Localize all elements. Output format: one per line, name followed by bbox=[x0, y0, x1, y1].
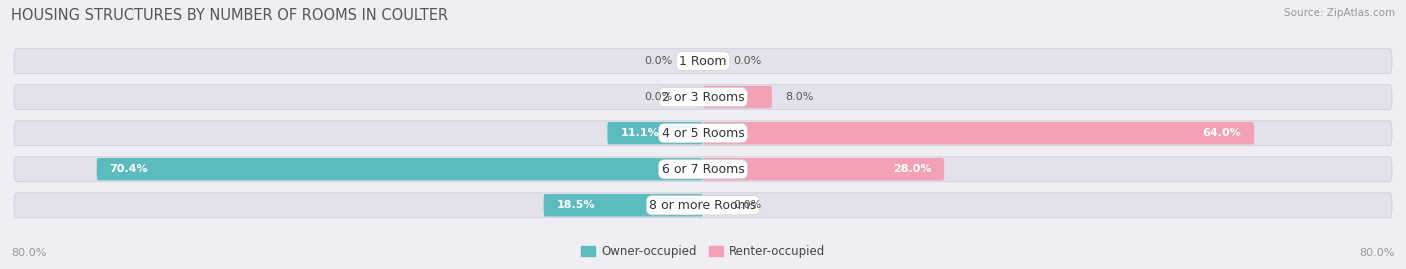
Text: 64.0%: 64.0% bbox=[1202, 128, 1241, 138]
Text: 28.0%: 28.0% bbox=[893, 164, 931, 174]
Text: 4 or 5 Rooms: 4 or 5 Rooms bbox=[662, 127, 744, 140]
Text: 11.1%: 11.1% bbox=[620, 128, 659, 138]
FancyBboxPatch shape bbox=[14, 85, 1392, 109]
Text: 0.0%: 0.0% bbox=[733, 56, 762, 66]
Text: 0.0%: 0.0% bbox=[644, 56, 673, 66]
FancyBboxPatch shape bbox=[607, 122, 703, 144]
Text: 8.0%: 8.0% bbox=[785, 92, 813, 102]
FancyBboxPatch shape bbox=[14, 121, 1392, 146]
Legend: Owner-occupied, Renter-occupied: Owner-occupied, Renter-occupied bbox=[576, 241, 830, 263]
Text: 1 Room: 1 Room bbox=[679, 55, 727, 68]
FancyBboxPatch shape bbox=[14, 193, 1392, 218]
FancyBboxPatch shape bbox=[703, 158, 945, 180]
FancyBboxPatch shape bbox=[544, 194, 703, 217]
FancyBboxPatch shape bbox=[703, 86, 772, 108]
Text: 2 or 3 Rooms: 2 or 3 Rooms bbox=[662, 91, 744, 104]
Text: HOUSING STRUCTURES BY NUMBER OF ROOMS IN COULTER: HOUSING STRUCTURES BY NUMBER OF ROOMS IN… bbox=[11, 8, 449, 23]
FancyBboxPatch shape bbox=[97, 158, 703, 180]
Text: 80.0%: 80.0% bbox=[11, 248, 46, 258]
Text: 80.0%: 80.0% bbox=[1360, 248, 1395, 258]
Text: 70.4%: 70.4% bbox=[110, 164, 148, 174]
Text: 0.0%: 0.0% bbox=[733, 200, 762, 210]
FancyBboxPatch shape bbox=[14, 49, 1392, 73]
Text: Source: ZipAtlas.com: Source: ZipAtlas.com bbox=[1284, 8, 1395, 18]
FancyBboxPatch shape bbox=[14, 157, 1392, 182]
FancyBboxPatch shape bbox=[703, 122, 1254, 144]
Text: 18.5%: 18.5% bbox=[557, 200, 595, 210]
Text: 8 or more Rooms: 8 or more Rooms bbox=[650, 199, 756, 212]
Text: 6 or 7 Rooms: 6 or 7 Rooms bbox=[662, 163, 744, 176]
Text: 0.0%: 0.0% bbox=[644, 92, 673, 102]
